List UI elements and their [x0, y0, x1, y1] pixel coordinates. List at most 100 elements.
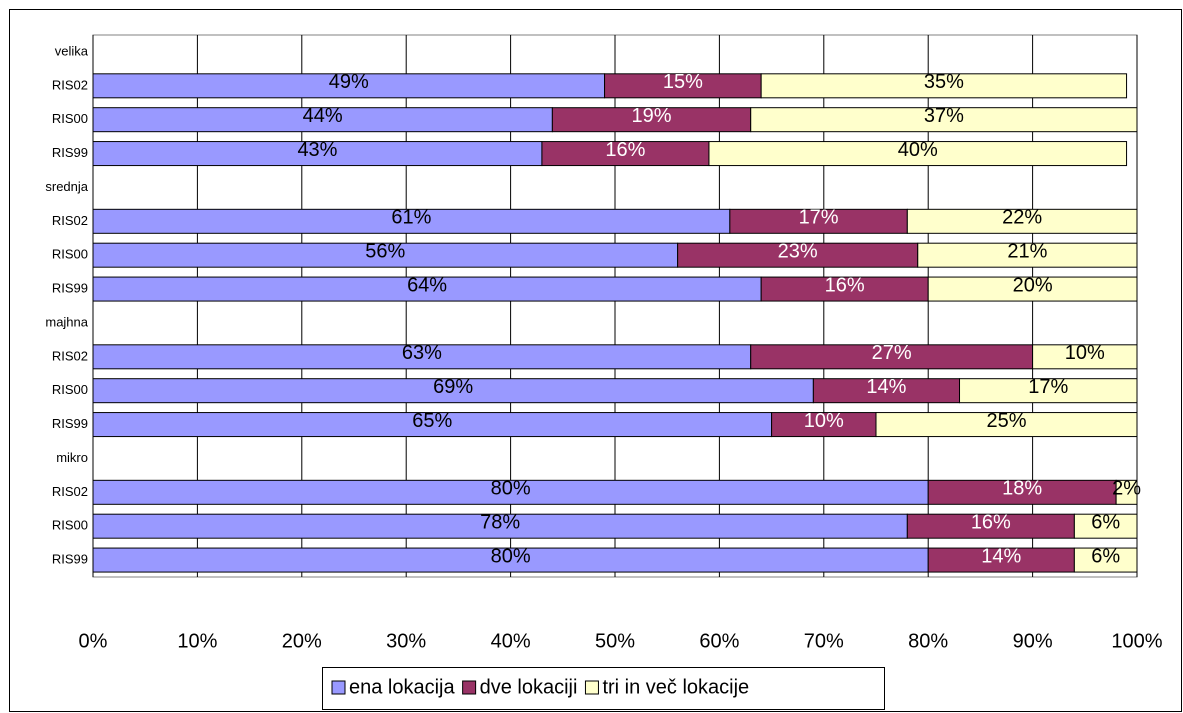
bar-segment	[750, 344, 1034, 370]
bar-segment	[92, 479, 929, 505]
bar-segment	[927, 479, 1117, 505]
bar-segment	[1115, 479, 1138, 505]
legend-swatch	[584, 680, 599, 695]
y-tick-label: velika	[55, 43, 89, 58]
bar-segment	[92, 242, 679, 268]
y-tick-label: majhna	[45, 314, 88, 329]
bar-segment	[1073, 513, 1138, 539]
bar-segment	[1073, 547, 1138, 573]
data-label: 15%	[663, 71, 703, 93]
data-label: 16%	[971, 511, 1011, 533]
bar-segment	[92, 276, 762, 302]
x-tick-label: 20%	[282, 630, 322, 652]
data-label: 16%	[605, 139, 645, 161]
y-tick-label: mikro	[56, 450, 88, 465]
bar-segment	[959, 378, 1138, 404]
bar-segment	[92, 513, 908, 539]
y-tick-label: RIS99	[52, 416, 88, 431]
data-label: 2%	[1112, 478, 1141, 500]
bar-segment	[92, 107, 553, 133]
legend-label: ena lokacija	[349, 676, 456, 698]
data-label: 64%	[407, 274, 447, 296]
data-label: 10%	[804, 410, 844, 432]
bar-segment	[92, 547, 929, 573]
data-label: 20%	[1013, 274, 1053, 296]
x-tick-label: 90%	[1013, 630, 1053, 652]
data-label: 6%	[1091, 511, 1120, 533]
data-label: 65%	[412, 410, 452, 432]
y-tick-label: RIS99	[52, 145, 88, 160]
y-tick-label: RIS02	[52, 77, 88, 92]
y-tick-label: RIS99	[52, 552, 88, 567]
x-tick-label: 60%	[699, 630, 739, 652]
x-tick-label: 70%	[804, 630, 844, 652]
legend-label: dve lokaciji	[480, 676, 578, 698]
x-tick-label: 10%	[177, 630, 217, 652]
y-tick-label: RIS00	[52, 111, 88, 126]
data-label: 19%	[632, 105, 672, 127]
legend-swatch	[462, 680, 477, 695]
x-tick-label: 80%	[908, 630, 948, 652]
bar-segment	[551, 107, 752, 133]
x-tick-label: 0%	[79, 630, 108, 652]
data-label: 56%	[365, 240, 405, 262]
bar-segment	[917, 242, 1138, 268]
bar-segment	[927, 276, 1138, 302]
data-label: 17%	[1028, 376, 1068, 398]
data-label: 49%	[329, 71, 369, 93]
bar-segment	[92, 208, 731, 234]
bar-segment	[92, 141, 543, 167]
y-tick-label: RIS02	[52, 213, 88, 228]
data-label: 14%	[866, 376, 906, 398]
x-tick-label: 40%	[491, 630, 531, 652]
bar-segment	[812, 378, 961, 404]
data-label: 21%	[1007, 240, 1047, 262]
y-tick-label: RIS99	[52, 281, 88, 296]
data-label: 14%	[981, 545, 1021, 567]
bar-segment	[677, 242, 919, 268]
data-label: 25%	[986, 410, 1026, 432]
data-label: 35%	[924, 71, 964, 93]
bar-segment	[1032, 344, 1138, 370]
x-tick-label: 50%	[595, 630, 635, 652]
y-tick-label: RIS00	[52, 382, 88, 397]
bar-segment	[92, 344, 752, 370]
x-tick-label: 100%	[1111, 630, 1162, 652]
data-label: 17%	[799, 207, 839, 229]
data-label: 44%	[303, 105, 343, 127]
y-tick-label: RIS02	[52, 484, 88, 499]
y-tick-label: RIS02	[52, 348, 88, 363]
bar-segment	[708, 141, 1128, 167]
bar-segment	[875, 412, 1138, 438]
data-label: 43%	[297, 139, 337, 161]
data-label: 63%	[402, 342, 442, 364]
data-label: 69%	[433, 376, 473, 398]
data-label: 23%	[778, 240, 818, 262]
y-tick-label: srednja	[45, 179, 88, 194]
data-label: 40%	[898, 139, 938, 161]
bar-segment	[92, 378, 814, 404]
data-label: 10%	[1065, 342, 1105, 364]
legend-swatch	[331, 680, 346, 695]
bar-segment	[906, 513, 1075, 539]
legend-box	[322, 667, 885, 710]
bar-segment	[604, 73, 762, 99]
y-tick-label: RIS00	[52, 247, 88, 262]
x-tick-label: 30%	[386, 630, 426, 652]
data-label: 16%	[825, 274, 865, 296]
data-label: 80%	[491, 545, 531, 567]
data-label: 22%	[1002, 207, 1042, 229]
bar-segment	[541, 141, 710, 167]
y-tick-label: RIS00	[52, 518, 88, 533]
data-label: 6%	[1091, 545, 1120, 567]
bar-segment	[750, 107, 1138, 133]
data-label: 78%	[480, 511, 520, 533]
bar-segment	[760, 73, 1128, 99]
legend-label: tri in več lokacije	[602, 676, 749, 698]
bar-segment	[760, 276, 929, 302]
bar-segment	[729, 208, 908, 234]
data-label: 80%	[491, 478, 531, 500]
data-label: 61%	[391, 207, 431, 229]
data-label: 18%	[1002, 478, 1042, 500]
